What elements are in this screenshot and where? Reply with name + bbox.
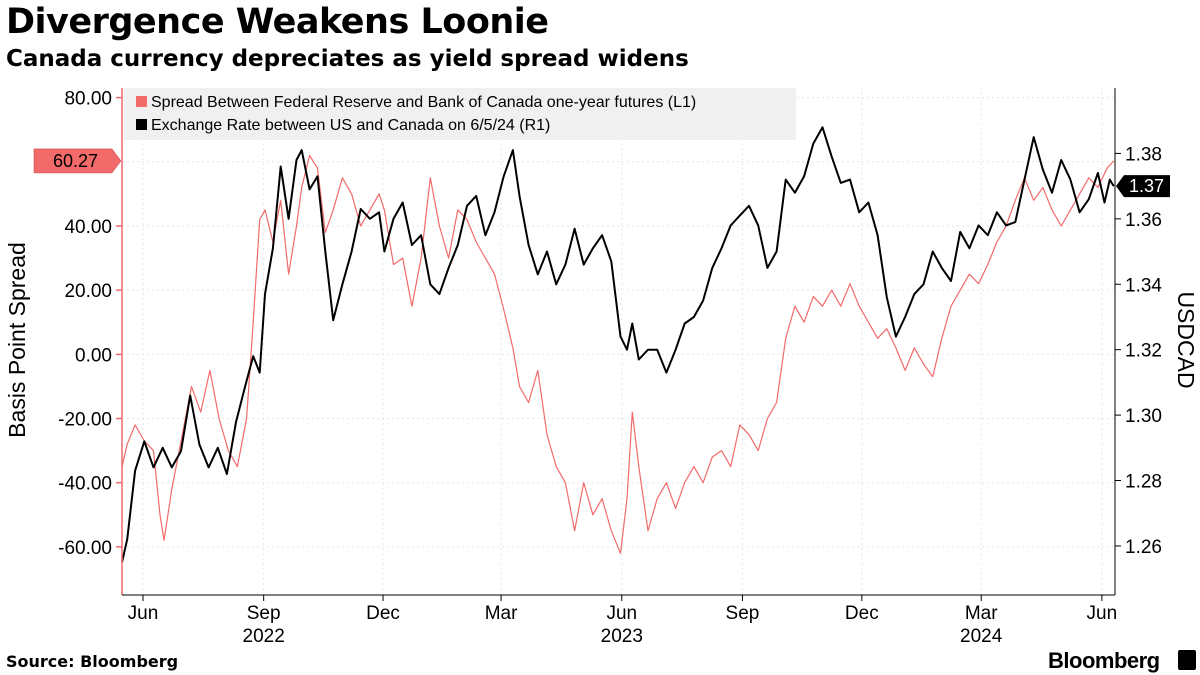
right-tick-label: 1.32 (1125, 341, 1162, 362)
last-value-left: 60.27 (53, 151, 98, 171)
legend-label-usdcad: Exchange Rate between US and Canada on 6… (151, 117, 550, 134)
right-tick-label: 1.28 (1125, 472, 1162, 493)
x-tick-label-month: Sep (726, 603, 760, 624)
x-tick-label-year: 2022 (243, 626, 285, 647)
legend-swatch-spread (136, 96, 147, 107)
gridlines (122, 88, 1115, 595)
source-note: Source: Bloomberg (6, 652, 179, 671)
right-tick-label: 1.26 (1125, 537, 1162, 558)
left-tick-label: 80.00 (64, 89, 112, 110)
legend-label-spread: Spread Between Federal Reserve and Bank … (151, 94, 696, 111)
left-tick-label: 20.00 (64, 281, 112, 302)
legend: Spread Between Federal Reserve and Bank … (124, 88, 796, 140)
left-tick-label: -40.00 (58, 474, 112, 495)
x-tick-label-month: Jun (1087, 603, 1118, 624)
left-tick-label: -60.00 (58, 538, 112, 559)
x-tick-label-month: Jun (606, 603, 637, 624)
last-value-right: 1.37 (1129, 176, 1164, 196)
last-value-badge-right-shape (1116, 175, 1170, 198)
left-tick-label: -20.00 (58, 410, 112, 431)
legend-swatch-usdcad (136, 119, 147, 130)
series-lines (121, 126, 1115, 563)
x-tick-label-month: Jun (128, 603, 159, 624)
x-tick-label-month: Mar (485, 603, 518, 624)
x-tick-label-month: Dec (366, 603, 400, 624)
right-axis-title: USDCAD (1173, 291, 1199, 388)
x-tick-label-month: Mar (965, 603, 998, 624)
x-tick-label-year: 2024 (960, 626, 1003, 647)
axes (121, 88, 1116, 596)
tick-labels: 80.00 40.00 20.00 0.00 -20.00 -40.00 -60.00 1.3… (58, 89, 1162, 647)
chart-title: Divergence Weakens Loonie (6, 2, 549, 42)
usdcad-series-line (121, 126, 1115, 563)
right-tick-label: 1.30 (1125, 406, 1162, 427)
chart-subtitle: Canada currency depreciates as yield spr… (6, 46, 689, 72)
last-value-badge-right: 1.37 (1116, 175, 1170, 198)
x-tick-label-month: Sep (247, 603, 281, 624)
right-tick-label: 1.36 (1125, 210, 1162, 231)
right-tick-label: 1.34 (1125, 275, 1162, 296)
x-tick-label-month: Dec (845, 603, 879, 624)
x-tick-label-year: 2023 (601, 626, 643, 647)
bloomberg-logo: Bloomberg (1048, 648, 1160, 673)
left-tick-label: 0.00 (75, 345, 112, 366)
right-tick-label: 1.38 (1125, 144, 1162, 165)
last-value-badge-left-shape (33, 148, 122, 174)
bloomberg-terminal-icon (1178, 650, 1196, 670)
left-axis-title: Basis Point Spread (4, 242, 30, 438)
legend-background (124, 88, 796, 140)
left-tick-label: 40.00 (64, 217, 112, 238)
last-value-badge-left: 60.27 (33, 148, 122, 174)
